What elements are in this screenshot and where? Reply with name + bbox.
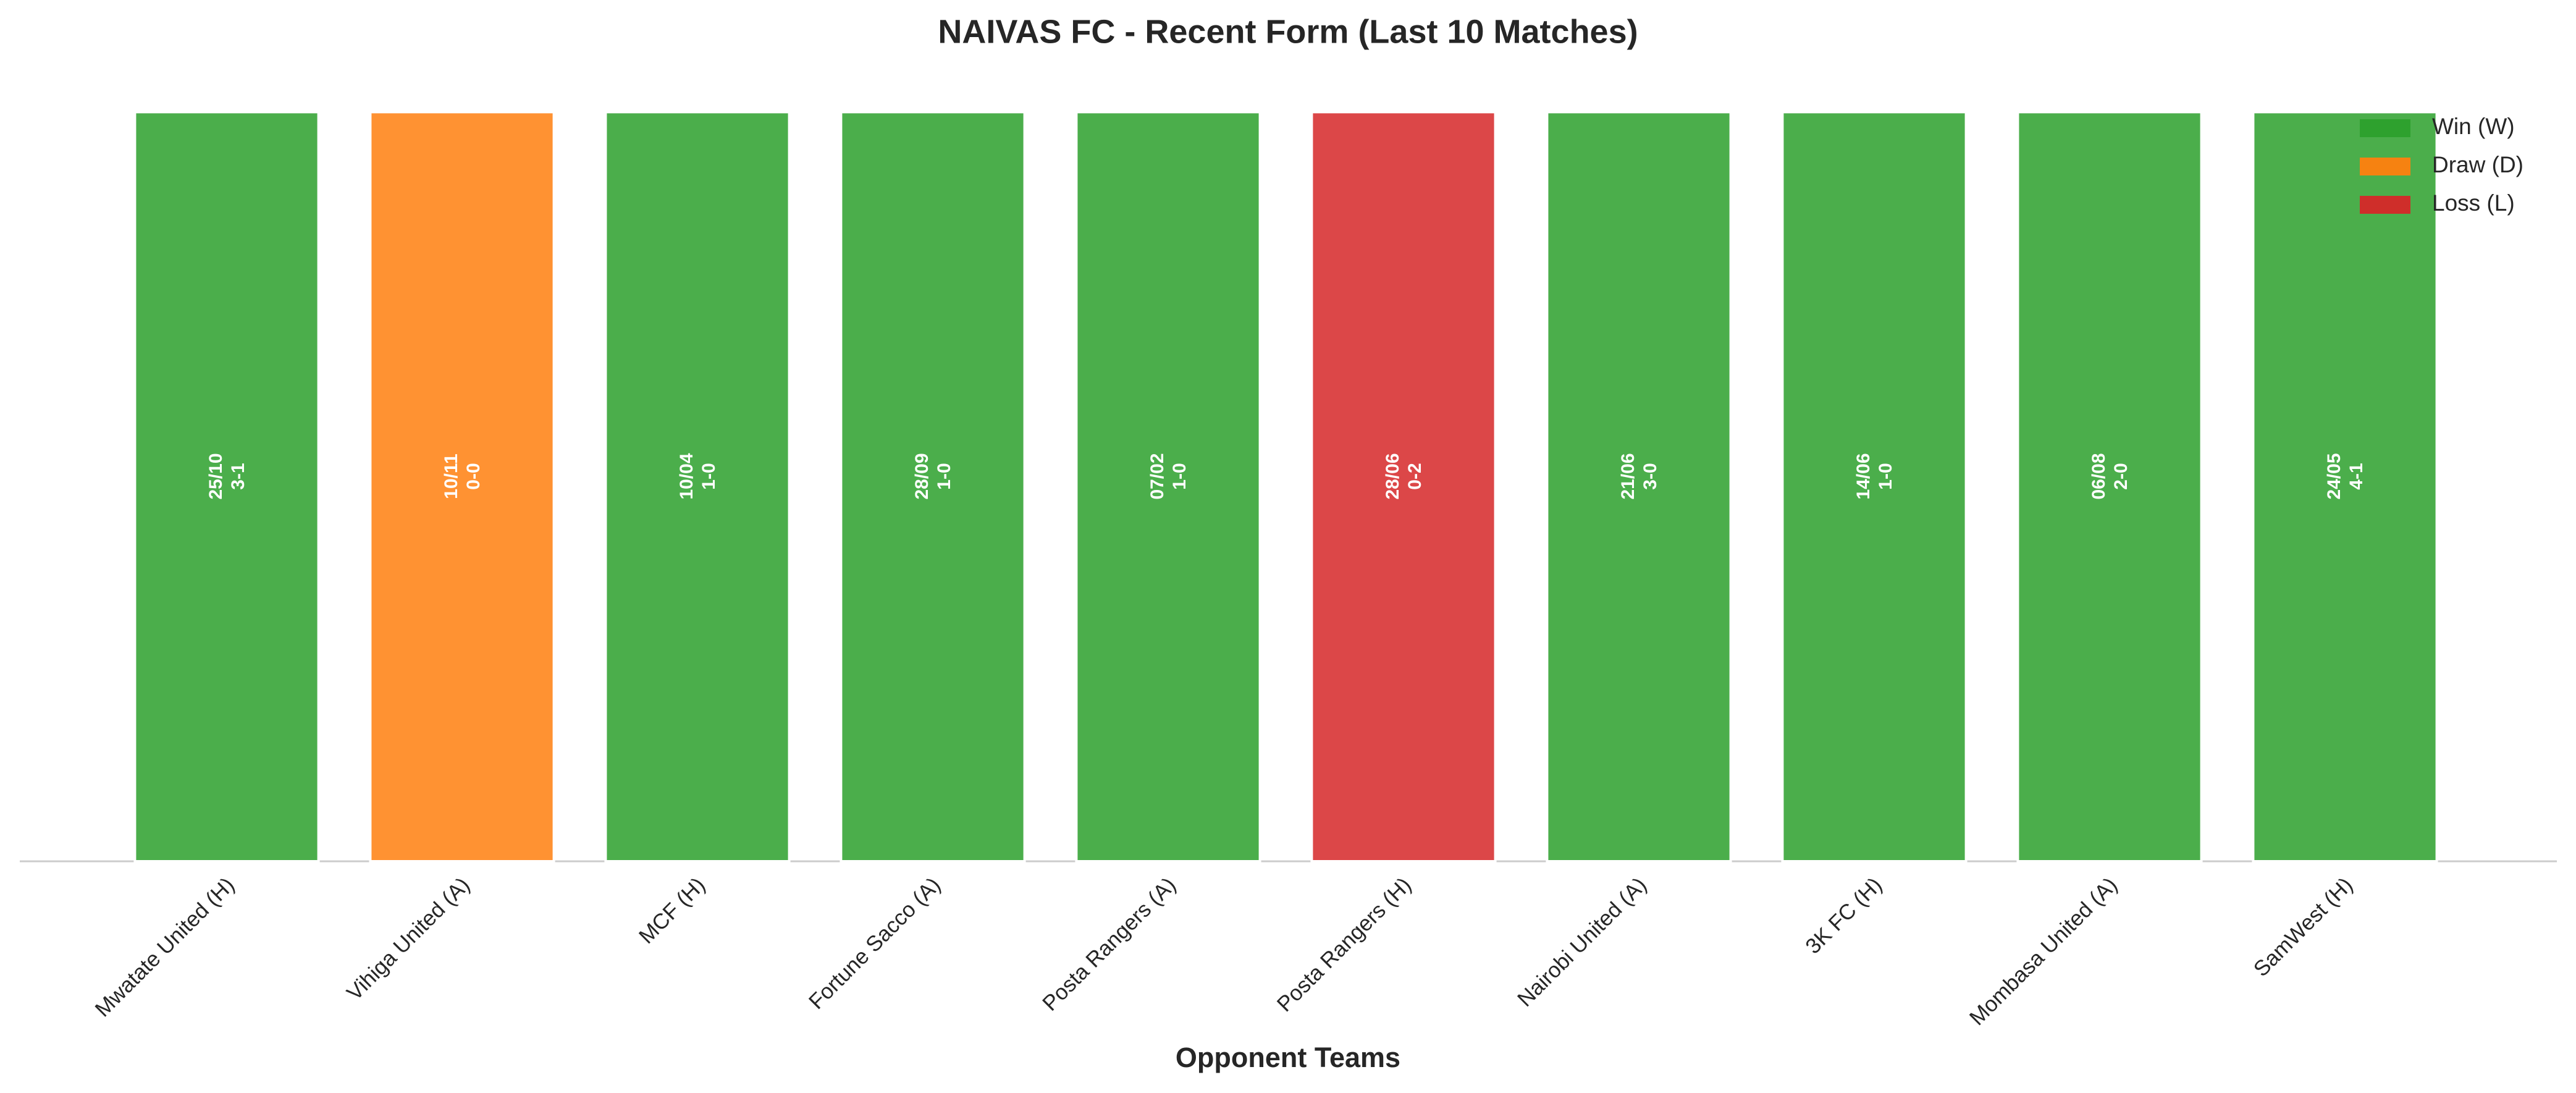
- bar-date-label: 06/08: [2089, 453, 2109, 499]
- bar: [133, 111, 320, 863]
- x-tick-label: 3K FC (H): [1801, 873, 1887, 959]
- bar-score-label: 1-0: [699, 463, 719, 489]
- bar: [1781, 111, 1968, 863]
- legend-label: Loss (L): [2432, 190, 2515, 216]
- bar: [604, 111, 791, 863]
- bar-score-label: 3-0: [1640, 463, 1661, 489]
- bar-date-label: 07/02: [1147, 453, 1168, 499]
- bar: [2016, 111, 2203, 863]
- x-tick-label: Mombasa United (A): [1965, 873, 2123, 1031]
- x-tick-label: Nairobi United (A): [1513, 873, 1651, 1011]
- bar-score-label: 1-0: [934, 463, 954, 489]
- bar-date-label: 28/06: [1383, 453, 1403, 499]
- bar-date-label: 21/06: [1618, 453, 1638, 499]
- bar-score-label: 2-0: [2111, 463, 2131, 489]
- x-tick-label: Posta Rangers (A): [1038, 873, 1181, 1016]
- bar-date-label: 25/10: [206, 453, 226, 499]
- bar: [2252, 111, 2438, 863]
- legend-swatch: [2360, 119, 2410, 137]
- chart-title: NAIVAS FC - Recent Form (Last 10 Matches…: [938, 13, 1638, 50]
- bar-date-label: 10/04: [676, 453, 697, 499]
- bar-date-label: 14/06: [1853, 453, 1874, 499]
- legend-label: Win (W): [2432, 114, 2515, 139]
- bar-score-label: 0-2: [1405, 463, 1425, 489]
- bar-score-label: 1-0: [1875, 463, 1896, 489]
- x-tick-label: MCF (H): [634, 873, 710, 948]
- bar-score-label: 3-1: [228, 463, 248, 489]
- bar-score-label: 0-0: [463, 463, 484, 489]
- legend-swatch: [2360, 158, 2410, 175]
- bar: [1075, 111, 1261, 863]
- bar: [1310, 111, 1497, 863]
- legend-label: Draw (D): [2432, 152, 2523, 177]
- bar-date-label: 24/05: [2324, 453, 2344, 499]
- bar-date-label: 28/09: [912, 453, 932, 499]
- bar-score-label: 1-0: [1169, 463, 1190, 489]
- x-axis-label: Opponent Teams: [1176, 1042, 1400, 1073]
- bar: [369, 111, 555, 863]
- x-tick-label: Posta Rangers (H): [1273, 873, 1416, 1017]
- x-tick-label: Fortune Sacco (A): [804, 873, 945, 1014]
- bar: [1546, 111, 1732, 863]
- legend-swatch: [2360, 196, 2410, 214]
- bar-score-label: 4-1: [2346, 463, 2367, 489]
- x-tick-label: SamWest (H): [2249, 873, 2358, 982]
- x-tick-label: Mwatate United (H): [90, 873, 239, 1022]
- bar: [840, 111, 1026, 863]
- x-tick-label: Vihiga United (A): [342, 873, 474, 1005]
- bar-date-label: 10/11: [441, 454, 461, 499]
